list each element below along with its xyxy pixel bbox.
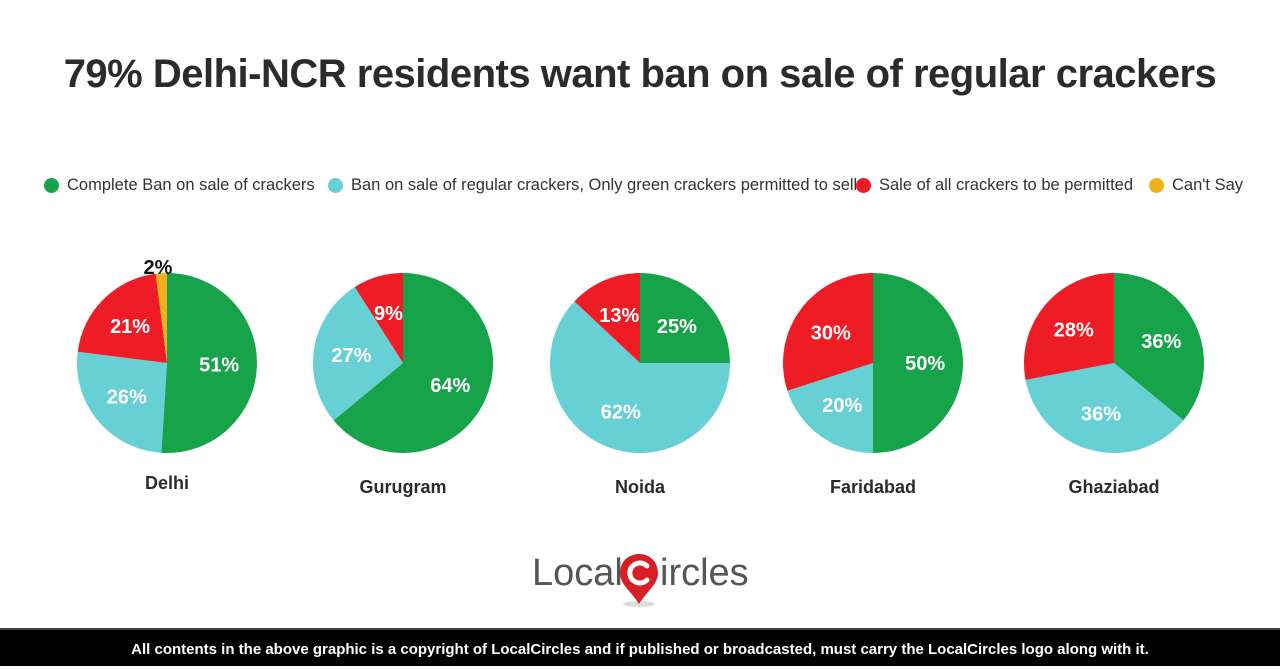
pie-noida: 25% 62% 13% Noida <box>550 273 730 497</box>
chart-title: 79% Delhi-NCR residents want ban on sale… <box>63 52 1217 96</box>
pie-city-label: Gurugram <box>359 477 446 497</box>
legend: Complete Ban on sale of crackers Ban on … <box>0 176 1280 200</box>
pie-city-label: Noida <box>615 477 666 497</box>
logo-text-local: Local <box>532 552 623 594</box>
data-label: 36% <box>1141 331 1181 353</box>
pie-charts: 51% 26% 21% 2% Delhi 64% 27%9% Gurugram 25% 62% 13… <box>77 257 1205 497</box>
pie-slice <box>161 273 258 453</box>
legend-item-all-permitted: Sale of all crackers to be permitted <box>856 176 1133 195</box>
pie-city-label: Ghaziabad <box>1068 477 1159 497</box>
pie-slice <box>1025 363 1184 454</box>
data-label: 2% <box>144 257 173 279</box>
legend-label: Sale of all crackers to be permitted <box>879 176 1134 194</box>
pie-gurugram: 64% 27%9% Gurugram <box>313 273 493 497</box>
pie-slice <box>1023 273 1114 380</box>
legend-item-cant-say: Can't Say <box>1149 176 1243 195</box>
data-label: 13% <box>599 305 639 327</box>
pie-slice <box>550 301 730 453</box>
copyright-footer: All contents in the above graphic is a c… <box>0 628 1280 666</box>
legend-label: Complete Ban on sale of crackers <box>67 176 315 194</box>
legend-item-complete-ban: Complete Ban on sale of crackers <box>44 176 315 195</box>
pie-slice <box>783 273 873 391</box>
data-label: 9% <box>374 303 403 325</box>
legend-label: Can't Say <box>1172 176 1244 194</box>
data-label: 26% <box>107 386 147 408</box>
pie-slice <box>155 273 167 363</box>
pie-ghaziabad: 36% 36% 28% Ghaziabad <box>1023 273 1205 497</box>
data-label: 27% <box>331 345 371 367</box>
pie-slice <box>640 273 730 363</box>
data-label: 51% <box>199 355 239 377</box>
legend-dot-icon <box>1149 178 1164 193</box>
pie-delhi: 51% 26% 21% 2% Delhi <box>77 257 258 493</box>
legend-dot-icon <box>44 178 59 193</box>
pie-city-label: Delhi <box>145 473 189 493</box>
legend-dot-icon <box>856 178 871 193</box>
pie-slice <box>574 273 640 363</box>
pie-slice <box>1114 273 1205 421</box>
pie-slice <box>787 363 873 453</box>
legend-label: Ban on sale of regular crackers, Only gr… <box>351 176 858 194</box>
map-pin-c-icon <box>620 554 658 607</box>
pie-slice <box>313 287 403 421</box>
pie-slice <box>873 273 963 453</box>
localcircles-logo: Local ircles <box>530 548 760 612</box>
pie-faridabad: 50% 20% 30% Faridabad <box>783 273 963 497</box>
data-label: 20% <box>822 395 862 417</box>
legend-dot-icon <box>328 178 343 193</box>
legend-item-green-crackers: Ban on sale of regular crackers, Only gr… <box>328 176 857 195</box>
pie-slice <box>354 273 403 363</box>
data-label: 21% <box>110 316 150 338</box>
pie-city-label: Faridabad <box>830 477 916 497</box>
data-label: 25% <box>657 316 697 338</box>
pie-slice <box>77 351 167 453</box>
data-label: 28% <box>1054 320 1094 342</box>
logo-text-ircles: ircles <box>660 552 749 594</box>
data-label: 62% <box>601 402 641 424</box>
data-label: 50% <box>905 353 945 375</box>
data-label: 64% <box>430 375 470 397</box>
data-label: 30% <box>811 322 851 344</box>
pie-slice <box>333 273 493 453</box>
data-label: 36% <box>1081 404 1121 426</box>
pie-slice <box>77 273 167 363</box>
